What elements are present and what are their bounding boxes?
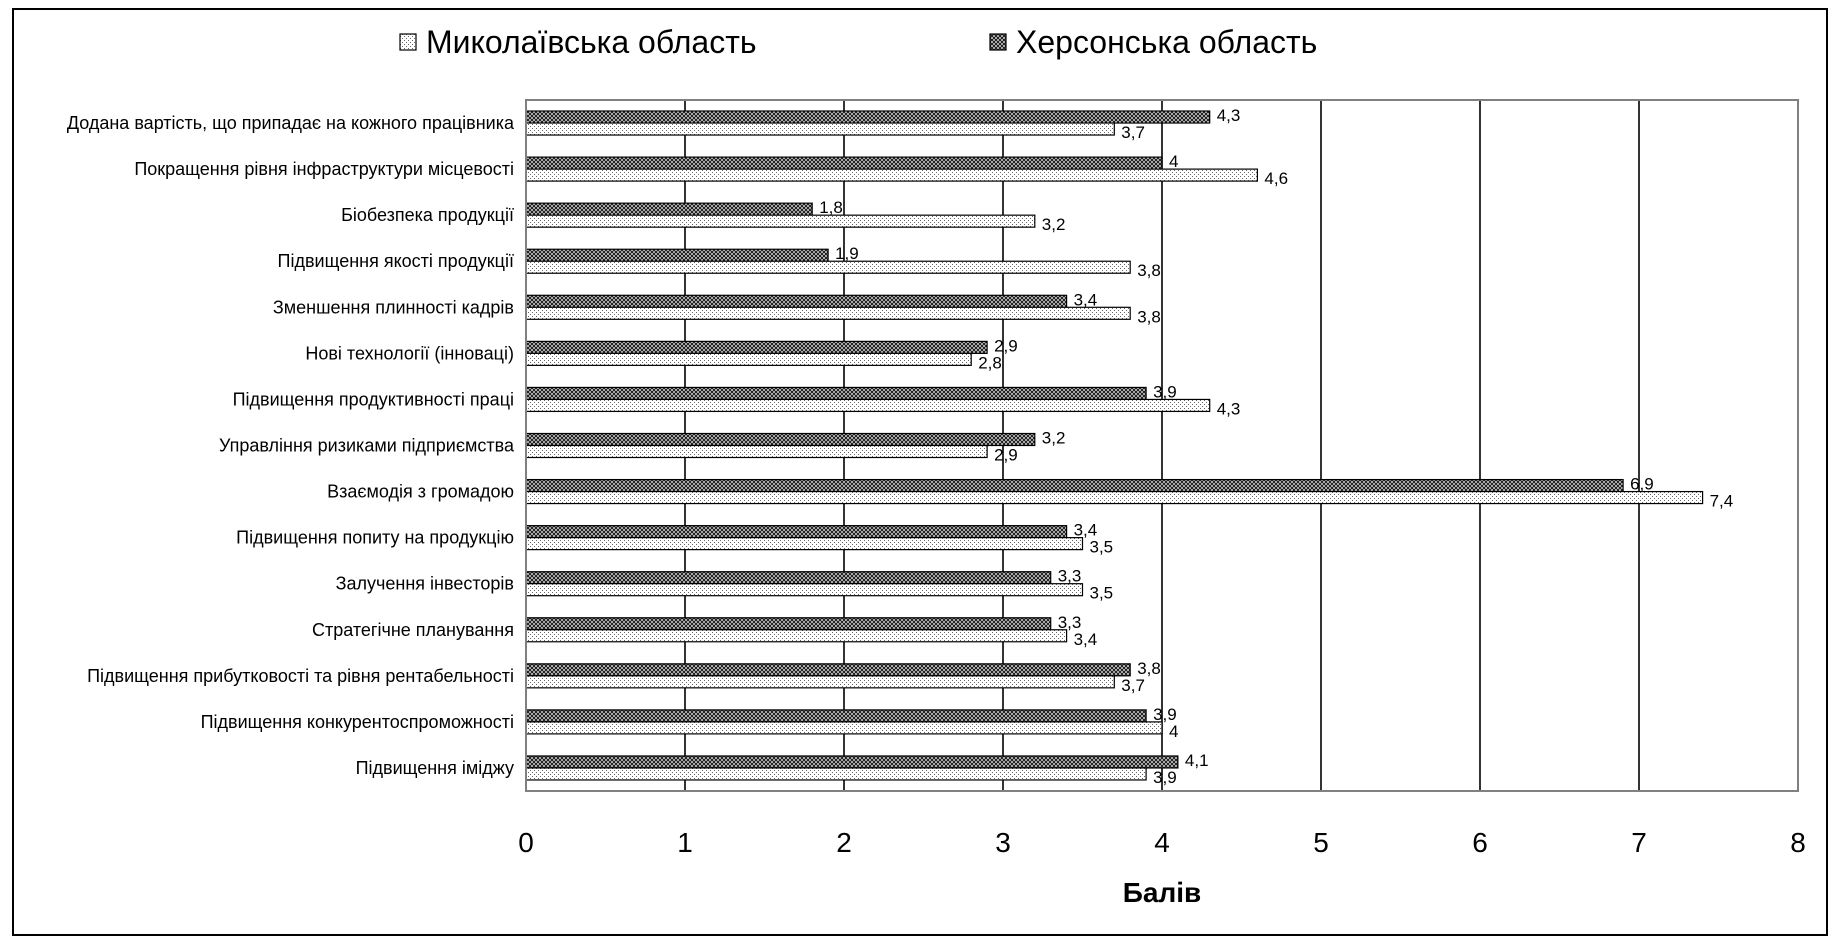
- value-label-kherson: 1,8: [819, 198, 843, 217]
- category-label: Біобезпека продукції: [341, 205, 514, 225]
- value-label-mykolaiv: 4: [1169, 722, 1178, 741]
- value-label-kherson: 3,9: [1153, 382, 1177, 401]
- bar-kherson: [525, 478, 1624, 493]
- x-tick-label: 8: [1790, 827, 1806, 858]
- category-label: Управління ризиками підприємства: [219, 436, 515, 456]
- x-axis-title: Балів: [1123, 877, 1201, 908]
- value-label-kherson: 3,4: [1074, 521, 1098, 540]
- bar-mykolaiv: [525, 629, 1068, 643]
- x-tick-label: 5: [1313, 827, 1329, 858]
- bar-kherson: [525, 571, 1052, 585]
- bar-mykolaiv: [525, 122, 1115, 136]
- value-label-kherson: 1,9: [835, 244, 859, 263]
- bar-kherson: [525, 755, 1179, 769]
- bar-kherson: [525, 525, 1068, 539]
- value-label-kherson: 4: [1169, 152, 1178, 171]
- value-label-mykolaiv: 3,2: [1042, 215, 1066, 234]
- category-label: Нові технології (інноваці): [305, 343, 514, 363]
- bar-kherson: [525, 340, 988, 354]
- bar-kherson: [525, 663, 1131, 677]
- value-label-mykolaiv: 3,7: [1121, 123, 1145, 142]
- bar-kherson: [525, 110, 1211, 124]
- x-tick-label: 1: [677, 827, 693, 858]
- x-tick-label: 6: [1472, 827, 1488, 858]
- value-label-mykolaiv: 4,3: [1217, 399, 1241, 418]
- value-label-mykolaiv: 3,9: [1153, 768, 1177, 787]
- bar-mykolaiv: [525, 490, 1704, 505]
- value-label-kherson: 4,3: [1217, 106, 1241, 125]
- legend: Миколаївська область Херсонська область: [399, 24, 1317, 60]
- bar-kherson: [525, 248, 829, 262]
- value-label-kherson: 3,4: [1074, 290, 1098, 309]
- bar-mykolaiv: [525, 306, 1131, 320]
- bar-mykolaiv: [525, 398, 1211, 413]
- category-label: Підвищення іміджу: [356, 758, 514, 778]
- value-label-kherson: 3,3: [1058, 613, 1082, 632]
- legend-swatch-mykolaiv: [399, 33, 417, 51]
- value-label-mykolaiv: 3,5: [1090, 538, 1114, 557]
- category-label: Підвищення прибутковості та рівня рентаб…: [87, 666, 514, 686]
- bar-mykolaiv: [525, 168, 1259, 182]
- bar-mykolaiv: [525, 260, 1131, 274]
- value-label-mykolaiv: 2,9: [994, 446, 1018, 465]
- value-label-mykolaiv: 4,6: [1264, 169, 1288, 188]
- category-label: Стратегічне планування: [312, 620, 514, 640]
- category-label: Підвищення якості продукції: [278, 251, 514, 271]
- value-label-kherson: 2,9: [994, 336, 1018, 355]
- value-label-mykolaiv: 2,8: [978, 353, 1002, 372]
- x-tick-label: 4: [1154, 827, 1170, 858]
- legend-swatch-kherson: [989, 33, 1007, 51]
- plot-area-border: [525, 99, 1799, 792]
- category-label: Покращення рівня інфраструктури місцевос…: [134, 159, 514, 179]
- bar-mykolaiv: [525, 767, 1147, 781]
- value-label-mykolaiv: 3,7: [1121, 676, 1145, 695]
- bar-kherson: [525, 386, 1147, 401]
- bar-kherson: [525, 202, 813, 216]
- bar-kherson: [525, 709, 1147, 723]
- category-label: Підвищення попиту на продукцію: [236, 528, 514, 548]
- value-label-mykolaiv: 7,4: [1710, 492, 1734, 511]
- bar-mykolaiv: [525, 675, 1115, 689]
- x-tick-label: 7: [1631, 827, 1647, 858]
- value-label-mykolaiv: 3,8: [1137, 307, 1161, 326]
- bar-mykolaiv: [525, 583, 1084, 597]
- category-label: Підвищення продуктивності праці: [233, 389, 514, 409]
- x-tick-label: 2: [836, 827, 852, 858]
- value-label-mykolaiv: 3,8: [1137, 261, 1161, 280]
- category-labels: Додана вартість, що припадає на кожного …: [67, 113, 515, 778]
- bar-kherson: [525, 432, 1036, 447]
- value-label-mykolaiv: 3,4: [1074, 630, 1098, 649]
- category-label: Підвищення конкурентоспроможності: [201, 712, 514, 732]
- x-axis-ticks: 0 1 2 3 4 5 6 7 8: [518, 827, 1806, 858]
- bar-kherson: [525, 617, 1052, 631]
- bars: [525, 110, 1704, 781]
- bar-mykolaiv: [525, 444, 988, 459]
- value-label-mykolaiv: 3,5: [1090, 584, 1114, 603]
- legend-label-kherson: Херсонська область: [1016, 24, 1317, 60]
- value-label-kherson: 4,1: [1185, 751, 1209, 770]
- value-label-kherson: 3,8: [1137, 659, 1161, 678]
- bar-kherson: [525, 294, 1068, 308]
- value-labels: 4,33,744,61,83,21,93,83,43,82,92,83,94,3…: [819, 106, 1733, 787]
- value-label-kherson: 3,3: [1058, 567, 1082, 586]
- bar-kherson: [525, 156, 1163, 170]
- bar-mykolaiv: [525, 214, 1036, 228]
- category-label: Залучення інвесторів: [336, 574, 514, 594]
- value-label-kherson: 3,2: [1042, 429, 1066, 448]
- x-tick-label: 3: [995, 827, 1011, 858]
- x-tick-label: 0: [518, 827, 534, 858]
- bar-mykolaiv: [525, 721, 1163, 735]
- value-label-kherson: 6,9: [1630, 475, 1654, 494]
- bar-mykolaiv: [525, 537, 1084, 551]
- category-label: Додана вартість, що припадає на кожного …: [67, 113, 515, 133]
- bar-mykolaiv: [525, 352, 972, 366]
- legend-label-mykolaiv: Миколаївська область: [426, 24, 757, 60]
- category-label: Зменшення плинності кадрів: [273, 297, 514, 317]
- value-label-kherson: 3,9: [1153, 705, 1177, 724]
- category-label: Взаємодія з громадою: [327, 482, 514, 502]
